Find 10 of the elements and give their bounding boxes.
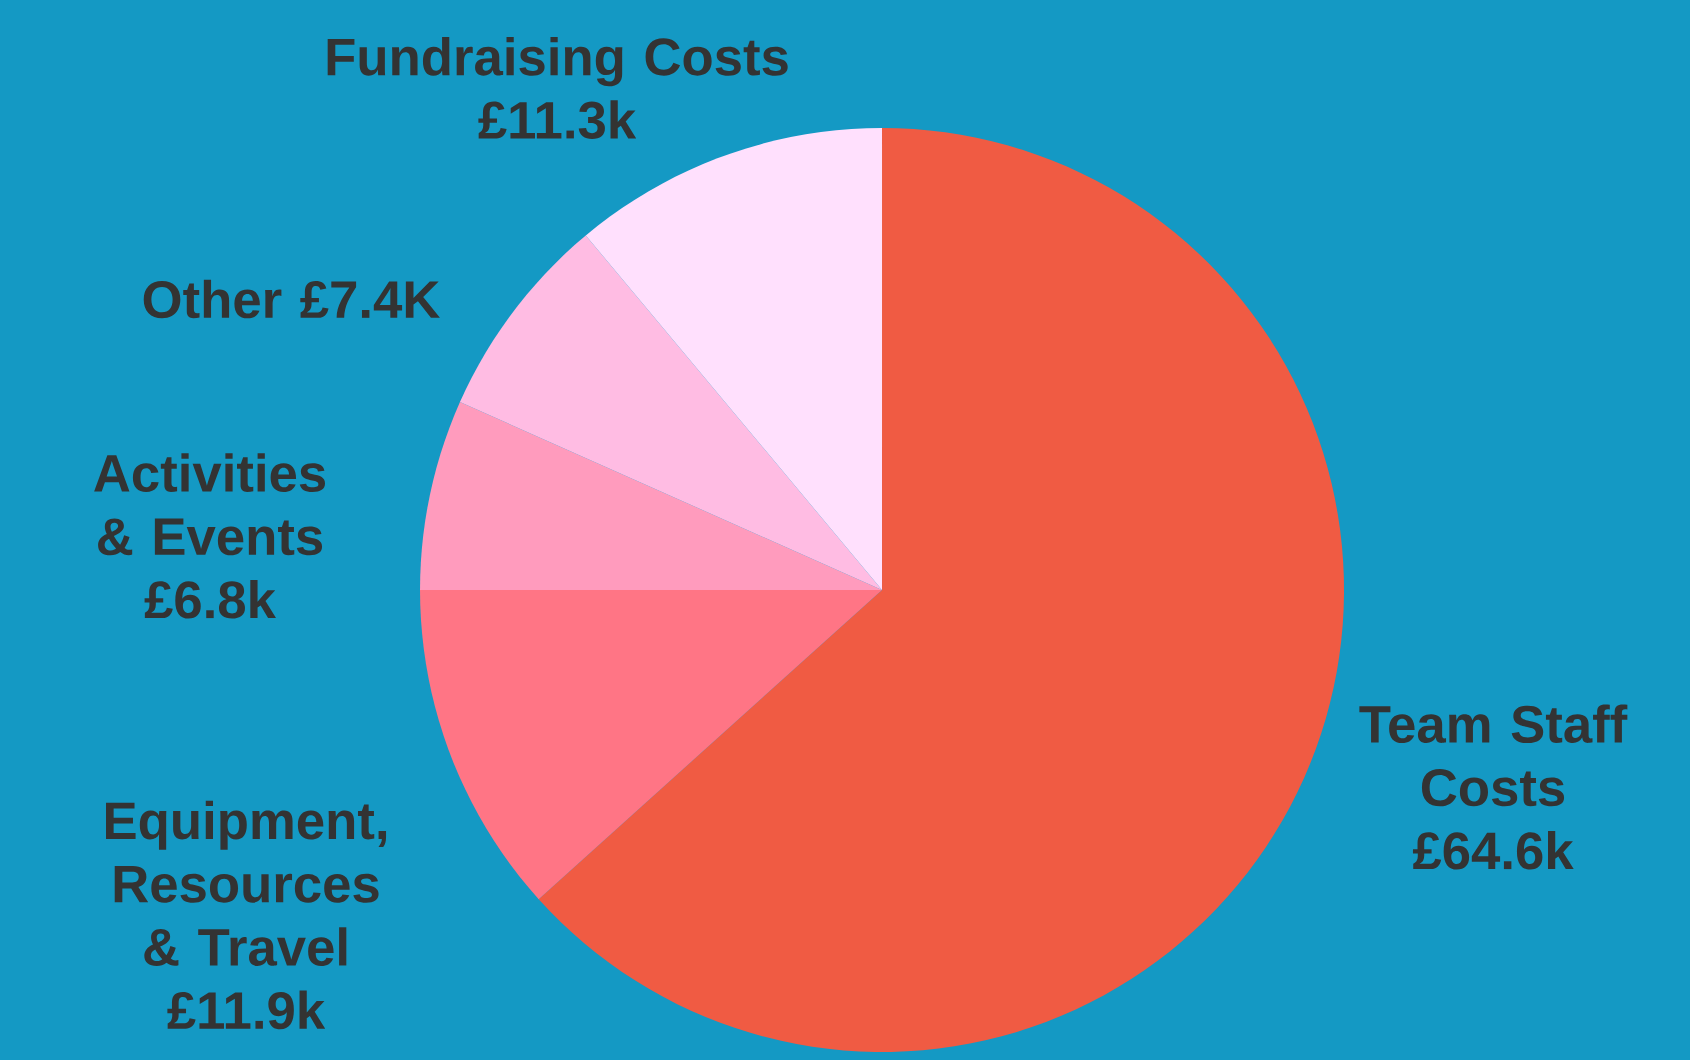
data-label: £6.8k [144,579,277,619]
data-label: £11.9k [167,990,326,1030]
slice-label: Team Staff Costs [1359,704,1628,807]
slice-label: Other [143,279,282,319]
data-label: £11.3k [478,100,637,140]
data-label: £64.6k [1412,830,1574,870]
slice-label: Fundraising Costs [327,36,788,87]
slice-label: Equipment, Resources & Travel [106,800,387,966]
slice-label: Activities & Events [94,453,325,556]
data-label: £7.4K [300,281,440,318]
